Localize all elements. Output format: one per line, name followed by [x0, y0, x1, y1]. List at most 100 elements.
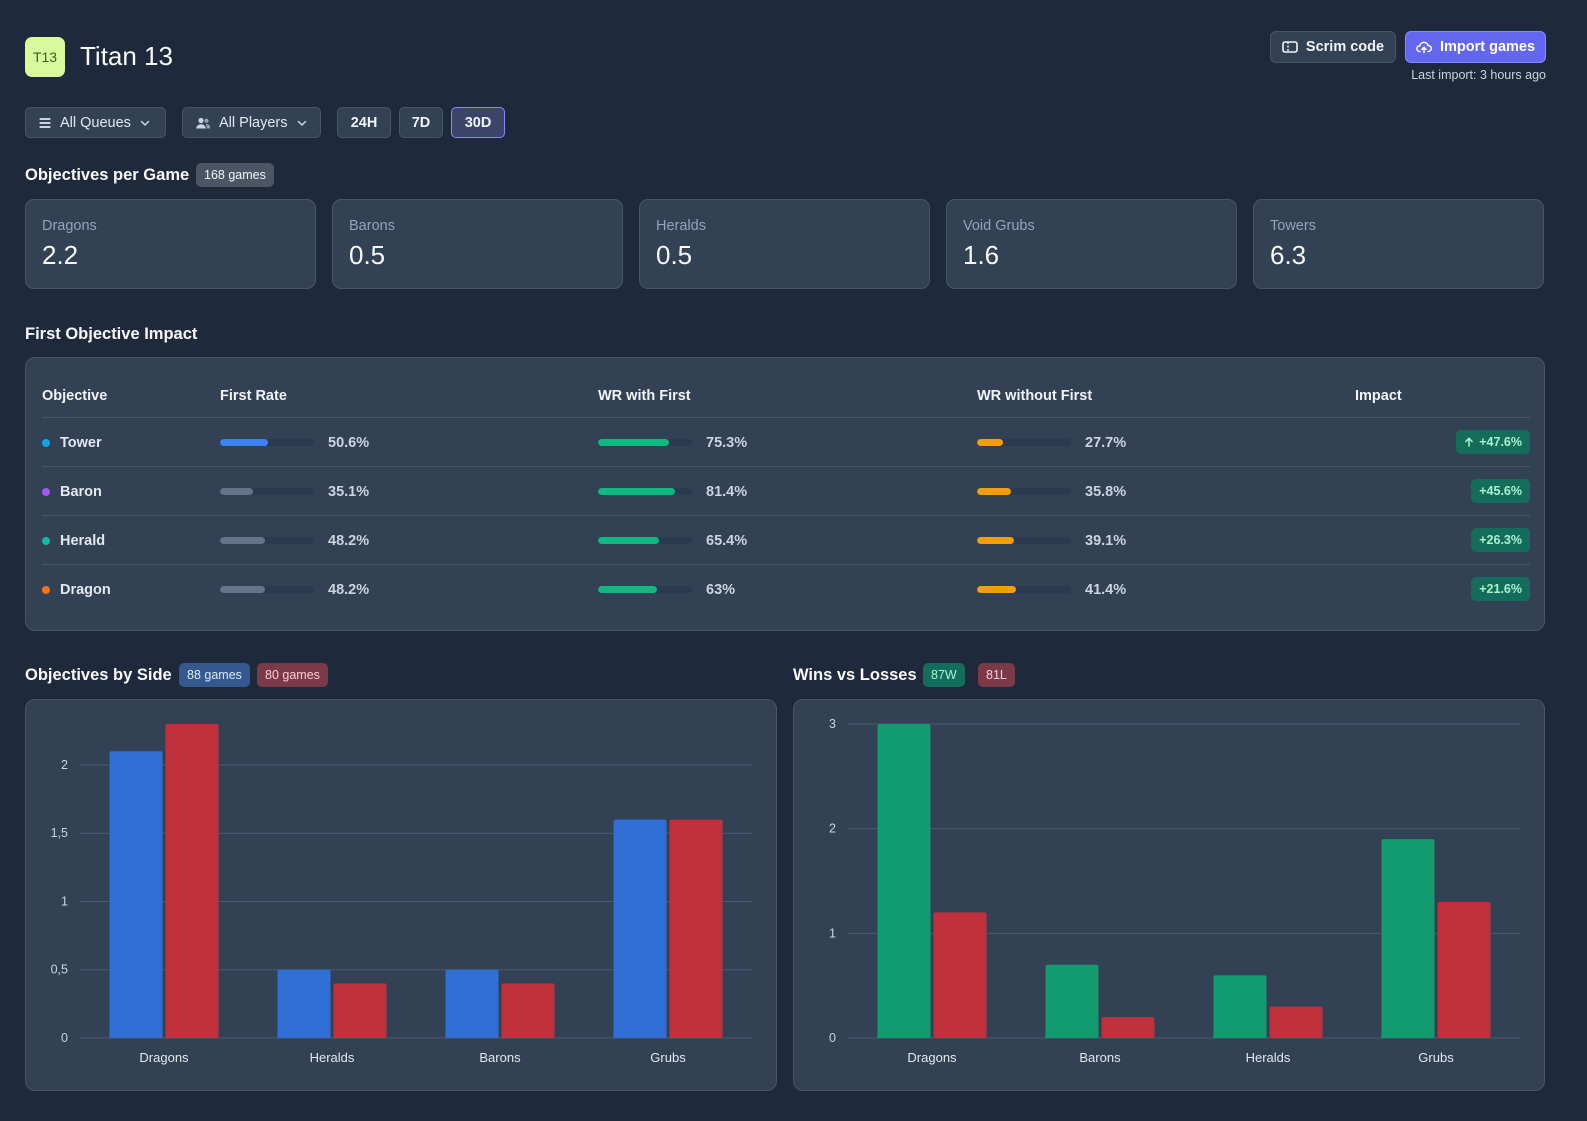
scrim-code-button[interactable]: Scrim code	[1270, 31, 1396, 63]
first-rate-bar	[220, 586, 314, 593]
wr-with-first-value: 75.3%	[706, 434, 748, 451]
chevron-down-icon	[140, 120, 150, 126]
stat-card-void-grubs: Void Grubs 1.6	[946, 199, 1237, 289]
first-rate-cell: 50.6%	[220, 418, 369, 467]
stat-label: Dragons	[42, 218, 97, 234]
bar	[333, 983, 387, 1038]
wr-without-first-bar	[977, 439, 1071, 446]
wr-with-first-bar	[598, 439, 692, 446]
games-count-badge: 168 games	[196, 163, 274, 187]
wr-with-first-value: 65.4%	[706, 532, 748, 549]
wr-with-first-cell: 75.3%	[598, 418, 747, 467]
users-icon	[196, 117, 211, 128]
y-tick-label: 0	[61, 1031, 68, 1045]
first-rate-cell: 48.2%	[220, 565, 369, 614]
wr-without-first-cell: 35.8%	[977, 467, 1126, 516]
range-30d-button[interactable]: 30D	[451, 107, 505, 138]
player-filter-dropdown[interactable]: All Players	[182, 107, 321, 138]
stat-value: 2.2	[42, 240, 79, 270]
impact-value: +45.6%	[1479, 484, 1522, 498]
bar	[1381, 839, 1435, 1038]
objective-name: Dragon	[60, 581, 111, 598]
stat-card-dragons: Dragons 2.2	[25, 199, 316, 289]
import-games-button[interactable]: Import games	[1405, 31, 1546, 63]
first-rate-bar-fill	[220, 488, 253, 495]
objectives-per-game-title: Objectives per Game	[25, 166, 190, 184]
first-rate-bar-fill	[220, 439, 268, 446]
range-24h-button[interactable]: 24H	[337, 107, 391, 138]
wins-vs-losses-svg: 0 1 2 3 Dragons Barons Heralds Grubs	[829, 717, 1520, 1065]
wr-with-first-cell: 63%	[598, 565, 735, 614]
impact-value: +47.6%	[1479, 435, 1522, 449]
first-rate-value: 50.6%	[328, 434, 370, 451]
bar	[501, 983, 555, 1038]
objective-color-dot	[42, 487, 50, 496]
objective-name: Baron	[60, 483, 102, 500]
y-tick-label: 2	[829, 822, 836, 836]
stat-label: Towers	[1270, 218, 1316, 234]
x-category-label: Heralds	[310, 1050, 355, 1065]
queue-filter-dropdown[interactable]: All Queues	[25, 107, 166, 138]
wr-without-first-value: 35.8%	[1085, 483, 1127, 500]
first-objective-impact-title: First Objective Impact	[25, 325, 198, 343]
queue-filter-label: All Queues	[60, 114, 131, 131]
wr-without-first-bar-fill	[977, 439, 1004, 446]
objective-name: Tower	[60, 434, 102, 451]
import-games-label: Import games	[1439, 39, 1536, 55]
objective-cell: Herald	[42, 516, 105, 565]
wr-with-first-bar-fill	[598, 537, 660, 544]
x-category-label: Dragons	[139, 1050, 189, 1065]
column-header-wr-with-first: WR with First	[598, 388, 691, 404]
arrow-up-icon	[1465, 437, 1474, 447]
stat-label: Void Grubs	[963, 218, 1035, 234]
stat-value: 6.3	[1270, 240, 1307, 270]
player-filter-label: All Players	[219, 114, 288, 131]
wr-with-first-value: 81.4%	[706, 483, 748, 500]
column-header-objective: Objective	[42, 388, 108, 404]
first-rate-value: 35.1%	[328, 483, 370, 500]
wr-without-first-cell: 27.7%	[977, 418, 1126, 467]
first-rate-value: 48.2%	[328, 581, 370, 598]
wins-vs-losses-title: Wins vs Losses	[793, 666, 917, 684]
objective-color-dot	[42, 536, 50, 545]
y-tick-label: 0	[829, 1031, 836, 1045]
wr-without-first-value: 41.4%	[1085, 581, 1127, 598]
first-rate-cell: 35.1%	[220, 467, 369, 516]
wr-with-first-bar	[598, 586, 692, 593]
losses-badge: 81L	[978, 663, 1015, 687]
x-category-label: Heralds	[1246, 1050, 1291, 1065]
impact-badge: +45.6%	[1471, 479, 1530, 503]
wins-badge: 87W	[923, 663, 965, 687]
x-category-label: Barons	[479, 1050, 521, 1065]
wr-without-first-bar-fill	[977, 537, 1014, 544]
red-side-games-badge: 80 games	[257, 663, 328, 687]
bar	[1213, 975, 1267, 1038]
stat-value: 0.5	[656, 240, 693, 270]
ticket-icon	[1282, 41, 1298, 53]
impact-badge: +21.6%	[1471, 577, 1530, 601]
x-category-label: Grubs	[650, 1050, 686, 1065]
last-import-text: Last import: 3 hours ago	[1411, 68, 1546, 82]
stat-card-heralds: Heralds 0.5	[639, 199, 930, 289]
y-tick-label: 1	[829, 926, 836, 940]
bar	[165, 724, 219, 1038]
x-category-label: Dragons	[907, 1050, 957, 1065]
first-rate-bar	[220, 488, 314, 495]
impact-value: +26.3%	[1479, 533, 1522, 547]
wr-with-first-bar-fill	[598, 439, 669, 446]
first-rate-value: 48.2%	[328, 532, 370, 549]
first-rate-bar-fill	[220, 586, 266, 593]
first-rate-bar	[220, 537, 314, 544]
wr-without-first-bar	[977, 488, 1071, 495]
y-tick-label: 2	[61, 758, 68, 772]
bar	[877, 724, 931, 1038]
wr-with-first-bar	[598, 488, 692, 495]
impact-badge: +47.6%	[1456, 430, 1530, 454]
bar	[109, 751, 163, 1038]
range-7d-button[interactable]: 7D	[399, 107, 443, 138]
y-tick-label: 1	[61, 894, 68, 908]
objective-color-dot	[42, 438, 50, 447]
wins-vs-losses-chart: 0 1 2 3 Dragons Barons Heralds Grubs	[793, 699, 1545, 1091]
impact-value: +21.6%	[1479, 582, 1522, 596]
x-category-label: Barons	[1079, 1050, 1121, 1065]
